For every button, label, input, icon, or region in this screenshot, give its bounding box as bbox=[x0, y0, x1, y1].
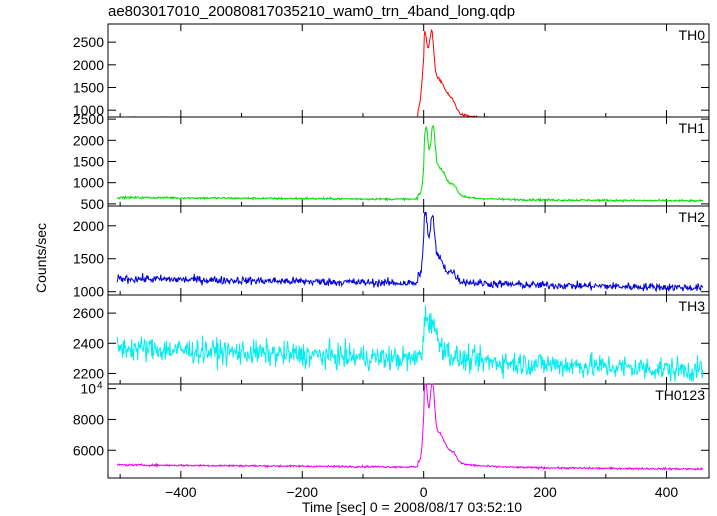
y-tick-label: 1500 bbox=[73, 251, 104, 267]
y-tick-label: 1500 bbox=[73, 80, 104, 96]
y-tick-label: 1000 bbox=[73, 175, 104, 191]
series-line-th0123 bbox=[116, 383, 703, 472]
x-tick-label: 200 bbox=[533, 484, 557, 500]
panel-th1: 500 1000 1500 2000 2500 TH1 bbox=[73, 111, 710, 212]
y-tick-label: 1500 bbox=[73, 154, 104, 170]
y-tick-label: 8000 bbox=[73, 411, 104, 427]
y-tick-label: 2600 bbox=[73, 305, 104, 321]
band-label: TH0123 bbox=[655, 387, 705, 403]
panel-th0: 1000 1500 2000 2500 TH0 bbox=[73, 23, 710, 118]
y-tick-exponent: 4 bbox=[97, 381, 103, 392]
panel-frame bbox=[107, 294, 710, 385]
chart-title: ae803017010_20080817035210_wam0_trn_4ban… bbox=[108, 3, 515, 20]
y-tick-label: 2500 bbox=[73, 34, 104, 50]
y-tick-label: 1000 bbox=[73, 102, 104, 118]
x-axis-label: Time [sec] 0 = 2008/08/17 03:52:10 bbox=[302, 499, 522, 515]
x-tick-label: −400 bbox=[165, 484, 197, 500]
y-tick-label: 6000 bbox=[73, 442, 104, 458]
panel-frame bbox=[107, 116, 710, 207]
y-tick-label: 10 bbox=[80, 381, 96, 397]
band-label: TH0 bbox=[679, 27, 706, 43]
x-tick-label: 400 bbox=[655, 484, 679, 500]
panel-frame bbox=[107, 383, 710, 479]
y-tick-label: 2000 bbox=[73, 57, 104, 73]
panel-th0123: 6000 8000 10 4 TH0123 bbox=[73, 381, 710, 479]
y-tick-label: 2400 bbox=[73, 335, 104, 351]
y-tick-label: 2000 bbox=[73, 218, 104, 234]
y-axis-label: Counts/sec bbox=[33, 223, 49, 293]
series-line-th1 bbox=[116, 125, 704, 203]
band-label: TH3 bbox=[679, 298, 706, 314]
series-line-th3 bbox=[116, 305, 704, 382]
y-tick-label: 500 bbox=[81, 196, 105, 212]
y-tick-label: 2200 bbox=[73, 365, 104, 381]
y-tick-label: 2500 bbox=[73, 111, 104, 127]
x-tick-label: −200 bbox=[286, 484, 318, 500]
y-tick-label: 1000 bbox=[73, 284, 104, 300]
series-line-th0 bbox=[117, 28, 703, 118]
series-line-th2 bbox=[116, 211, 704, 293]
panel-th3: 2200 2400 2600 TH3 bbox=[73, 294, 710, 385]
panel-frame bbox=[107, 23, 710, 118]
x-tick-label: 0 bbox=[420, 484, 428, 500]
band-label: TH1 bbox=[679, 120, 706, 136]
panel-th2: 1000 1500 2000 TH2 bbox=[73, 205, 710, 300]
band-label: TH2 bbox=[679, 209, 706, 225]
y-tick-label: 2000 bbox=[73, 132, 104, 148]
